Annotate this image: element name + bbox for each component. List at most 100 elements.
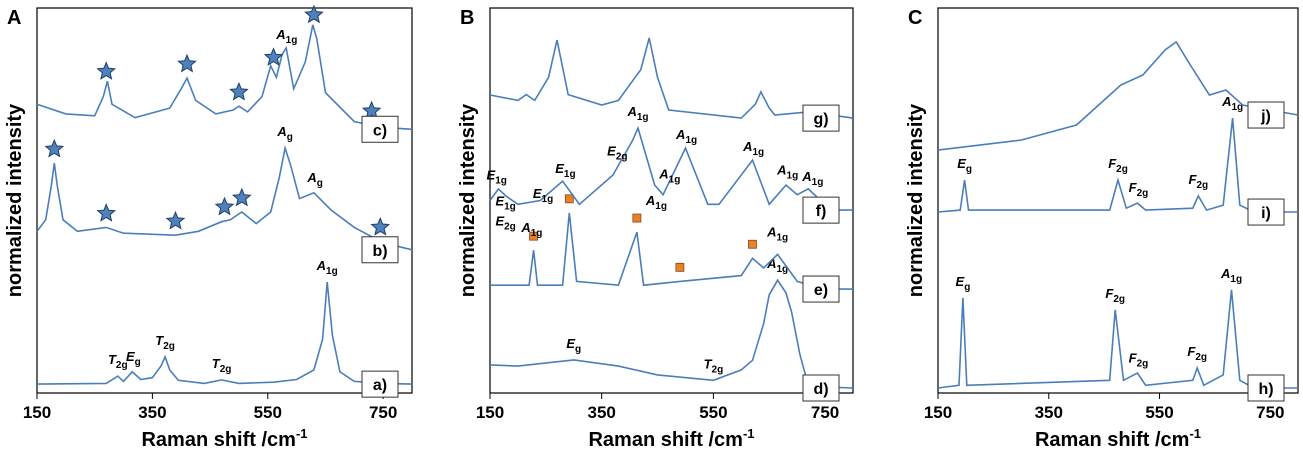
series-label: f): [816, 203, 827, 220]
peak-marker: [370, 216, 391, 236]
series-label-box: [1247, 198, 1285, 226]
series-label: a): [373, 377, 387, 394]
peak-marker: [96, 61, 117, 80]
peak-label: F2g: [1129, 351, 1149, 370]
peak-marker: [632, 213, 642, 223]
peak-label-sub: 1g: [752, 147, 764, 158]
peak-label-symbol: E: [607, 143, 616, 158]
peak-label-symbol: F: [1105, 286, 1114, 301]
x-axis-label: Raman shift /cm-1: [141, 426, 307, 451]
peak-label-sub: 2g: [1196, 180, 1208, 191]
peak-label-symbol: A: [1220, 266, 1230, 281]
peak-label: F2g: [1188, 172, 1208, 191]
series-label-box: [802, 104, 840, 132]
peak-label-sub: 1g: [812, 177, 824, 188]
peak-marker: [165, 210, 186, 230]
x-axis-label-sup: -1: [743, 426, 755, 441]
peak-label-sub: 1g: [564, 169, 576, 180]
peak-label: T2g: [704, 356, 724, 375]
peak-label-symbol: A: [766, 224, 776, 239]
peak-marker: [748, 239, 757, 249]
peak-label: A1g: [520, 220, 542, 239]
peak-label: Eg: [566, 336, 581, 355]
peak-label: Eg: [956, 274, 971, 293]
peak-label: A1g: [316, 258, 338, 277]
peak-label-sub: 1g: [776, 264, 788, 275]
peak-label-symbol: F: [1129, 351, 1138, 366]
peak-label: T2g: [108, 352, 128, 371]
spectrum-line: [937, 118, 1298, 213]
series-label: j): [1260, 108, 1271, 125]
peak-label-sub: 1g: [504, 202, 516, 213]
peak-label-symbol: E: [126, 349, 135, 364]
peak-label: A1g: [1221, 94, 1243, 113]
peak-marker: [231, 187, 252, 207]
spectrum-line: [489, 37, 854, 119]
peak-label-sub: g: [287, 132, 293, 143]
peak-label-sub: g: [964, 282, 970, 293]
plot-frame: [937, 7, 1299, 394]
peak-label: F2g: [1129, 180, 1149, 199]
series-label-box: [361, 115, 399, 143]
peak-label-sub: 1g: [495, 175, 507, 186]
spectrum-line: [489, 278, 854, 389]
peak-label-sub: g: [966, 164, 972, 175]
series-label-box: [361, 236, 399, 264]
series-label: c): [373, 122, 387, 139]
peak-label-symbol: T: [704, 356, 713, 371]
series-label: d): [813, 381, 828, 398]
series-label-box: [802, 374, 840, 402]
peak-label: A1g: [658, 167, 680, 186]
peak-label: A1g: [275, 27, 297, 46]
series-label: g): [813, 111, 828, 128]
peak-label: A1g: [1220, 266, 1242, 285]
peak-label: A1g: [645, 193, 667, 212]
peak-label-symbol: F: [1108, 156, 1117, 171]
peak-label: A1g: [675, 127, 697, 146]
spectrum-line: [937, 40, 1299, 151]
peak-label-symbol: A: [658, 167, 668, 182]
peak-label-sub: 1g: [542, 194, 554, 205]
peak-label-sub: 2g: [116, 360, 128, 371]
peak-label: Eg: [126, 349, 141, 368]
spectrum-line: [36, 24, 413, 131]
x-axis-label-text: Raman shift /cm: [588, 429, 742, 451]
series-label: e): [814, 282, 828, 299]
peak-label-symbol: A: [626, 104, 636, 119]
peak-marker: [229, 81, 249, 101]
peak-label-symbol: E: [495, 214, 504, 229]
plot-frame: [36, 7, 413, 394]
peak-label-symbol: F: [1188, 172, 1197, 187]
peak-label-sub: 1g: [1232, 102, 1244, 113]
y-axis-label: normalized intensity: [457, 103, 479, 297]
series-label: i): [1261, 205, 1271, 222]
x-tick-label: 150: [23, 403, 51, 422]
peak-marker: [96, 203, 117, 222]
peak-label: A1g: [742, 139, 764, 158]
peak-label: E2g: [495, 214, 515, 233]
series-label-box: [802, 275, 840, 303]
x-axis-label-text: Raman shift /cm: [141, 429, 295, 451]
x-tick-label: 150: [924, 403, 952, 422]
x-axis-label-sup: -1: [1189, 426, 1201, 441]
peak-marker: [304, 4, 324, 24]
x-tick-label: 750: [811, 403, 839, 422]
peak-label: A1g: [776, 163, 798, 182]
peak-label-symbol: A: [645, 193, 655, 208]
peak-label-symbol: A: [276, 124, 286, 139]
spectrum-line: [36, 144, 413, 251]
peak-label-sub: g: [317, 178, 323, 189]
peak-label-sub: 1g: [326, 266, 338, 277]
peak-label-sub: 1g: [531, 228, 543, 239]
peak-label: T2g: [155, 333, 175, 352]
peak-label: Ag: [276, 124, 293, 143]
peak-label: F2g: [1187, 344, 1207, 363]
x-axis-label: Raman shift /cm-1: [1035, 426, 1201, 451]
peak-label-symbol: E: [555, 161, 564, 176]
peak-marker: [675, 262, 685, 272]
spectrum-line: [490, 212, 853, 290]
peak-label: A1g: [766, 256, 788, 275]
